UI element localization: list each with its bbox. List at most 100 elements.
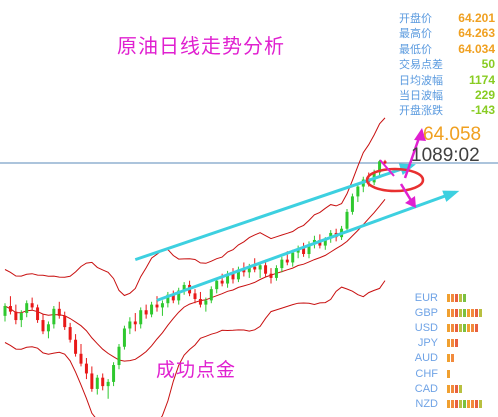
currency-strength-bars: [447, 384, 462, 393]
candle-body: [101, 377, 105, 387]
stat-row: 开盘价 64.201: [399, 11, 495, 26]
candle-body: [63, 315, 67, 328]
candle-body: [258, 265, 262, 270]
strength-bar: [447, 354, 450, 363]
strength-bar: [479, 308, 482, 317]
up-arrow-head: [414, 128, 426, 141]
currency-row: EUR: [408, 290, 496, 305]
candle-body: [247, 266, 251, 273]
bollinger-lower-line: [4, 280, 386, 417]
currency-strength-bars: [447, 369, 450, 378]
strength-bar: [455, 308, 458, 317]
currency-row: CAD: [408, 381, 496, 396]
stat-row: 最低价 64.034: [399, 42, 495, 57]
currency-name: USD: [414, 321, 438, 334]
candle-body: [95, 377, 99, 389]
strength-bar: [451, 384, 454, 393]
stat-row: 当日波幅 229: [399, 88, 495, 103]
candle-body: [291, 252, 295, 263]
stat-value: 229: [474, 87, 495, 102]
strength-bar: [451, 354, 454, 363]
stat-row: 最高价 64.263: [399, 26, 495, 41]
stat-value: 1174: [468, 72, 495, 87]
strength-bar: [463, 293, 466, 302]
bottom-label: 成功点金: [156, 359, 237, 381]
upper-channel-line: [134, 164, 413, 262]
currency-row: USD: [408, 320, 496, 335]
candle-body: [90, 373, 94, 389]
strength-bar: [475, 308, 478, 317]
strength-bar: [447, 308, 450, 317]
candle-body: [193, 293, 197, 299]
candle-body: [215, 280, 219, 290]
stat-row: 交易点差 50: [399, 57, 495, 72]
candle-body: [74, 339, 78, 354]
strength-bar: [471, 308, 474, 317]
candle-body: [209, 289, 213, 301]
candle-body: [345, 211, 349, 229]
stat-name: 开盘价: [399, 12, 432, 25]
candle-body: [302, 248, 306, 255]
strength-bar: [467, 399, 470, 408]
candle-body: [155, 304, 159, 308]
strength-bar: [463, 308, 466, 317]
candle-body: [150, 304, 154, 315]
candle-body: [112, 365, 116, 382]
currency-row: AUD: [408, 351, 496, 366]
currency-strength-bars: [447, 293, 466, 302]
strength-bar: [455, 293, 458, 302]
strength-bar: [447, 293, 450, 302]
stat-value: 64.034: [458, 41, 495, 56]
currency-name: JPY: [417, 337, 438, 350]
strength-bar: [447, 399, 450, 408]
currency-name: GBP: [414, 306, 438, 319]
strength-bar: [447, 369, 450, 378]
strength-bar: [451, 323, 454, 332]
candle-body: [25, 303, 29, 314]
candle-body: [182, 284, 186, 291]
currency-name: CAD: [414, 382, 438, 395]
currency-strength-bars: [447, 339, 458, 348]
countdown-label: 1089:02: [411, 145, 480, 166]
candle-body: [57, 308, 61, 316]
candle-body: [285, 259, 289, 263]
stat-name: 交易点差: [399, 58, 443, 72]
highlight-ellipse: [365, 167, 425, 193]
candle-body: [274, 268, 278, 278]
strength-bar: [479, 399, 482, 408]
candle-body: [236, 269, 240, 280]
strength-bar: [447, 323, 450, 332]
annotations: [365, 128, 426, 208]
candle-body: [133, 321, 137, 325]
candle-body: [144, 310, 148, 315]
stat-value: 50: [481, 57, 495, 72]
quote-stats: 开盘价 64.201 最高价 64.263 最低价 64.034 交易点差 50 日均波…: [399, 11, 495, 119]
candle-body: [166, 294, 170, 304]
candle-body: [3, 306, 7, 316]
candle-body: [280, 259, 284, 269]
stat-name: 开盘涨跌: [399, 104, 443, 118]
strength-bar: [451, 308, 454, 317]
candle-body: [30, 303, 34, 308]
strength-bar: [451, 339, 454, 348]
up-arrow-line: [403, 134, 422, 179]
candle-body: [41, 320, 45, 332]
candle-body: [14, 311, 18, 321]
lower-channel-arrowhead: [442, 190, 460, 202]
candle-body: [269, 273, 273, 278]
strength-bar: [467, 308, 470, 317]
candle-body: [79, 353, 83, 364]
bollinger-upper-line: [4, 117, 386, 297]
strength-bar: [455, 384, 458, 393]
candle-body: [139, 310, 143, 325]
candle-body: [198, 298, 202, 305]
currency-name: CHF: [415, 367, 438, 380]
candle-body: [8, 306, 12, 312]
strength-bar: [451, 399, 454, 408]
currency-name: AUD: [414, 352, 438, 365]
candle-body: [46, 324, 50, 332]
stat-name: 最高价: [399, 27, 432, 41]
candle-body: [84, 363, 88, 374]
currency-strength-bars: [447, 399, 482, 408]
